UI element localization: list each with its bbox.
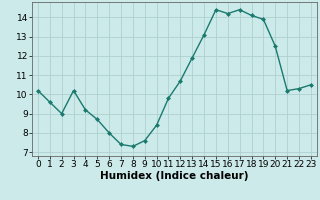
X-axis label: Humidex (Indice chaleur): Humidex (Indice chaleur) bbox=[100, 171, 249, 181]
